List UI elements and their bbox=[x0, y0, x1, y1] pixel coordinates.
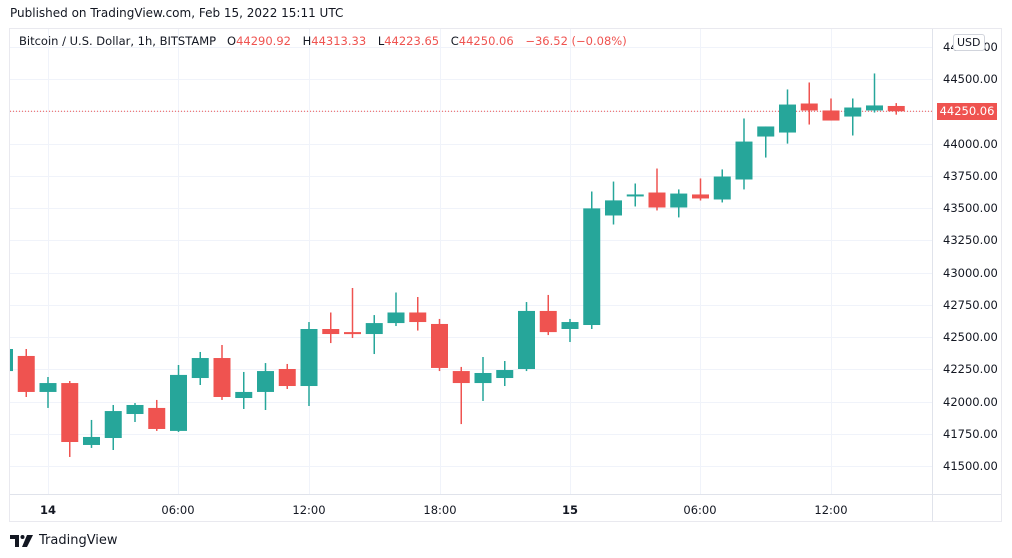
candle[interactable] bbox=[779, 89, 796, 144]
open-label: O bbox=[227, 34, 237, 48]
candlestick-chart-canvas[interactable] bbox=[10, 29, 932, 494]
candle[interactable] bbox=[387, 292, 405, 327]
symbol-title[interactable]: Bitcoin / U.S. Dollar, 1h, BITSTAMP bbox=[19, 34, 217, 48]
price-tick-label: 43000.00 bbox=[943, 265, 998, 280]
currency-button[interactable]: USD bbox=[953, 34, 985, 51]
time-tick-label: 12:00 bbox=[292, 503, 326, 517]
candle[interactable] bbox=[344, 287, 361, 339]
price-tick-label: 43500.00 bbox=[943, 201, 998, 215]
time-tick-label: 06:00 bbox=[683, 503, 717, 517]
candle[interactable] bbox=[800, 82, 818, 125]
high-label: H bbox=[302, 34, 312, 48]
time-tick-label: 15 bbox=[561, 503, 579, 517]
price-tick-label: 42250.00 bbox=[943, 362, 998, 377]
price-tick-label: 42750.00 bbox=[943, 297, 998, 312]
candle[interactable] bbox=[10, 348, 13, 372]
candle[interactable] bbox=[300, 322, 318, 407]
candle[interactable] bbox=[104, 404, 122, 451]
candle[interactable] bbox=[474, 356, 492, 401]
candle[interactable] bbox=[126, 403, 144, 423]
candle[interactable] bbox=[235, 371, 253, 409]
candle[interactable] bbox=[83, 419, 100, 448]
last-price-label: 44250.06 bbox=[937, 102, 997, 120]
candle[interactable] bbox=[605, 181, 622, 225]
candle[interactable] bbox=[626, 183, 644, 207]
price-tick-label: 43250.00 bbox=[943, 233, 998, 248]
candle[interactable] bbox=[496, 360, 514, 387]
price-tick-label: 41500.00 bbox=[943, 459, 998, 473]
high-value: 44313.33 bbox=[311, 34, 367, 48]
low-value: 44223.65 bbox=[384, 34, 440, 48]
candle[interactable] bbox=[583, 191, 601, 330]
footer-brand-label: TradingView bbox=[39, 533, 118, 548]
tradingview-logo-icon bbox=[10, 534, 33, 547]
candle[interactable] bbox=[822, 98, 840, 121]
published-caption: Published on TradingView.com, Feb 15, 20… bbox=[10, 6, 344, 20]
candle[interactable] bbox=[409, 297, 427, 331]
close-value: 44250.06 bbox=[458, 34, 514, 48]
candle[interactable] bbox=[39, 376, 57, 408]
time-tick-label: 14 bbox=[39, 503, 57, 517]
change-value: −36.52 (−0.08%) bbox=[525, 34, 627, 48]
chart-frame bbox=[9, 28, 1002, 522]
price-tick-label: 43750.00 bbox=[943, 168, 998, 183]
candle[interactable] bbox=[213, 344, 231, 400]
candlestick-plot[interactable] bbox=[10, 29, 932, 494]
candle[interactable] bbox=[257, 363, 274, 411]
footer-brand[interactable]: TradingView bbox=[10, 533, 118, 548]
price-tick-label: 42000.00 bbox=[943, 394, 998, 409]
price-tick-label: 44000.00 bbox=[943, 136, 998, 151]
candle[interactable] bbox=[278, 363, 296, 389]
candle[interactable] bbox=[866, 73, 883, 113]
candle[interactable] bbox=[518, 302, 535, 372]
axis-corner bbox=[932, 494, 1001, 521]
candle[interactable] bbox=[322, 312, 340, 344]
time-axis[interactable]: 14 06:00 12:00 18:00 15 06:00 12:00 bbox=[10, 494, 932, 521]
candle[interactable] bbox=[887, 103, 905, 115]
candle[interactable] bbox=[148, 399, 166, 431]
candle[interactable] bbox=[735, 118, 753, 190]
candle[interactable] bbox=[561, 318, 579, 343]
chart-legend: Bitcoin / U.S. Dollar, 1h, BITSTAMP O442… bbox=[19, 34, 635, 48]
candle[interactable] bbox=[191, 351, 209, 385]
time-tick-label: 18:00 bbox=[423, 503, 457, 517]
price-tick-label: 42500.00 bbox=[943, 330, 998, 344]
price-tick-label: 41750.00 bbox=[943, 426, 998, 441]
candle[interactable] bbox=[648, 168, 666, 211]
open-value: 44290.92 bbox=[236, 34, 291, 48]
time-tick-label: 12:00 bbox=[814, 503, 848, 517]
candle[interactable] bbox=[431, 318, 448, 372]
candle[interactable] bbox=[692, 178, 709, 201]
candle[interactable] bbox=[713, 169, 731, 203]
price-axis[interactable]: 44750.0044500.0044250.0044000.0043750.00… bbox=[932, 29, 1001, 494]
candle[interactable] bbox=[452, 366, 470, 425]
low-label: L bbox=[377, 34, 385, 48]
candle[interactable] bbox=[17, 348, 35, 397]
price-tick-label: 44500.00 bbox=[943, 72, 998, 86]
candle[interactable] bbox=[670, 189, 688, 218]
candle[interactable] bbox=[365, 315, 383, 355]
time-tick-label: 06:00 bbox=[161, 503, 195, 517]
candle[interactable] bbox=[170, 364, 187, 432]
candle[interactable] bbox=[757, 126, 775, 158]
candle[interactable] bbox=[844, 98, 862, 136]
close-label: C bbox=[450, 34, 459, 48]
candle[interactable] bbox=[539, 294, 557, 336]
candle[interactable] bbox=[61, 380, 79, 457]
